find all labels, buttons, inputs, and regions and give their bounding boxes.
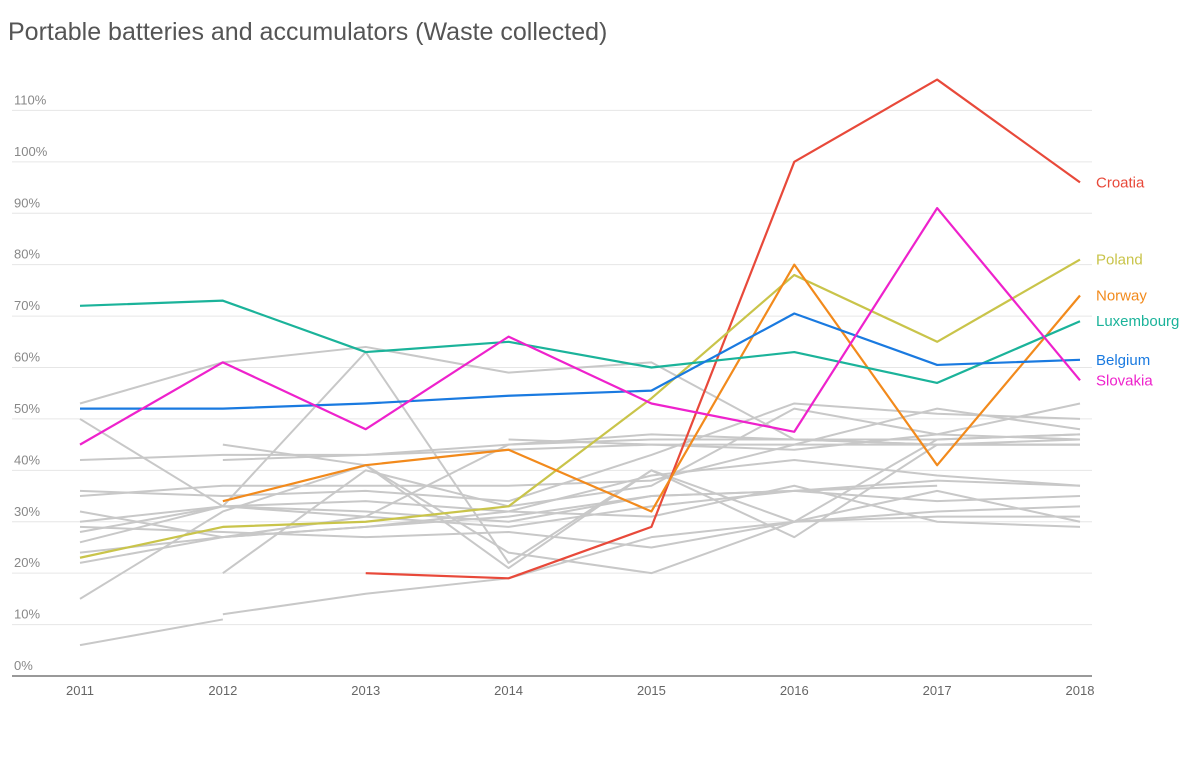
- y-tick-label: 80%: [14, 247, 40, 262]
- y-tick-label: 50%: [14, 401, 40, 416]
- series-line: [222, 443, 1081, 575]
- series-line: [79, 345, 1081, 441]
- y-tick-label: 60%: [14, 350, 40, 365]
- x-tick-label: 2013: [351, 683, 380, 698]
- series-label: Slovakia: [1096, 372, 1153, 389]
- series-line: [79, 407, 1081, 498]
- series-label: Poland: [1096, 252, 1143, 269]
- series-line: [79, 618, 224, 647]
- x-tick-label: 2015: [637, 683, 666, 698]
- y-tick-label: 110%: [14, 92, 47, 107]
- y-tick-label: 30%: [14, 504, 40, 519]
- series-line: [79, 207, 1081, 446]
- y-tick-label: 0%: [14, 658, 33, 673]
- x-tick-label: 2018: [1066, 683, 1095, 698]
- y-tick-label: 70%: [14, 298, 40, 313]
- y-tick-label: 20%: [14, 555, 40, 570]
- x-tick-label: 2012: [208, 683, 237, 698]
- x-tick-label: 2017: [923, 683, 952, 698]
- y-tick-label: 10%: [14, 607, 40, 622]
- series-line: [79, 515, 1080, 549]
- series-line: [79, 479, 1081, 544]
- series-line: [79, 351, 1081, 564]
- y-tick-label: 100%: [14, 144, 48, 159]
- series-line: [79, 258, 1081, 559]
- series-line: [79, 484, 938, 539]
- x-tick-label: 2011: [66, 683, 94, 698]
- series-line: [79, 484, 1081, 534]
- y-tick-label: 90%: [14, 195, 40, 210]
- series-label: Belgium: [1096, 352, 1150, 369]
- series-line: [79, 299, 1081, 385]
- series-label: Luxembourg: [1096, 313, 1179, 330]
- series-line: [508, 402, 1081, 451]
- x-tick-label: 2014: [494, 683, 523, 698]
- series-line: [222, 263, 1081, 513]
- series-label: Norway: [1096, 288, 1147, 305]
- series-line: [79, 438, 1081, 600]
- series-line: [222, 438, 1080, 462]
- series-label: Croatia: [1096, 174, 1145, 191]
- series-line: [365, 78, 1081, 580]
- series-line: [80, 312, 1081, 410]
- series-line: [222, 505, 1081, 616]
- chart-title: Portable batteries and accumulators (Was…: [8, 18, 607, 46]
- x-tick-label: 2016: [780, 683, 809, 698]
- y-tick-label: 40%: [14, 452, 40, 467]
